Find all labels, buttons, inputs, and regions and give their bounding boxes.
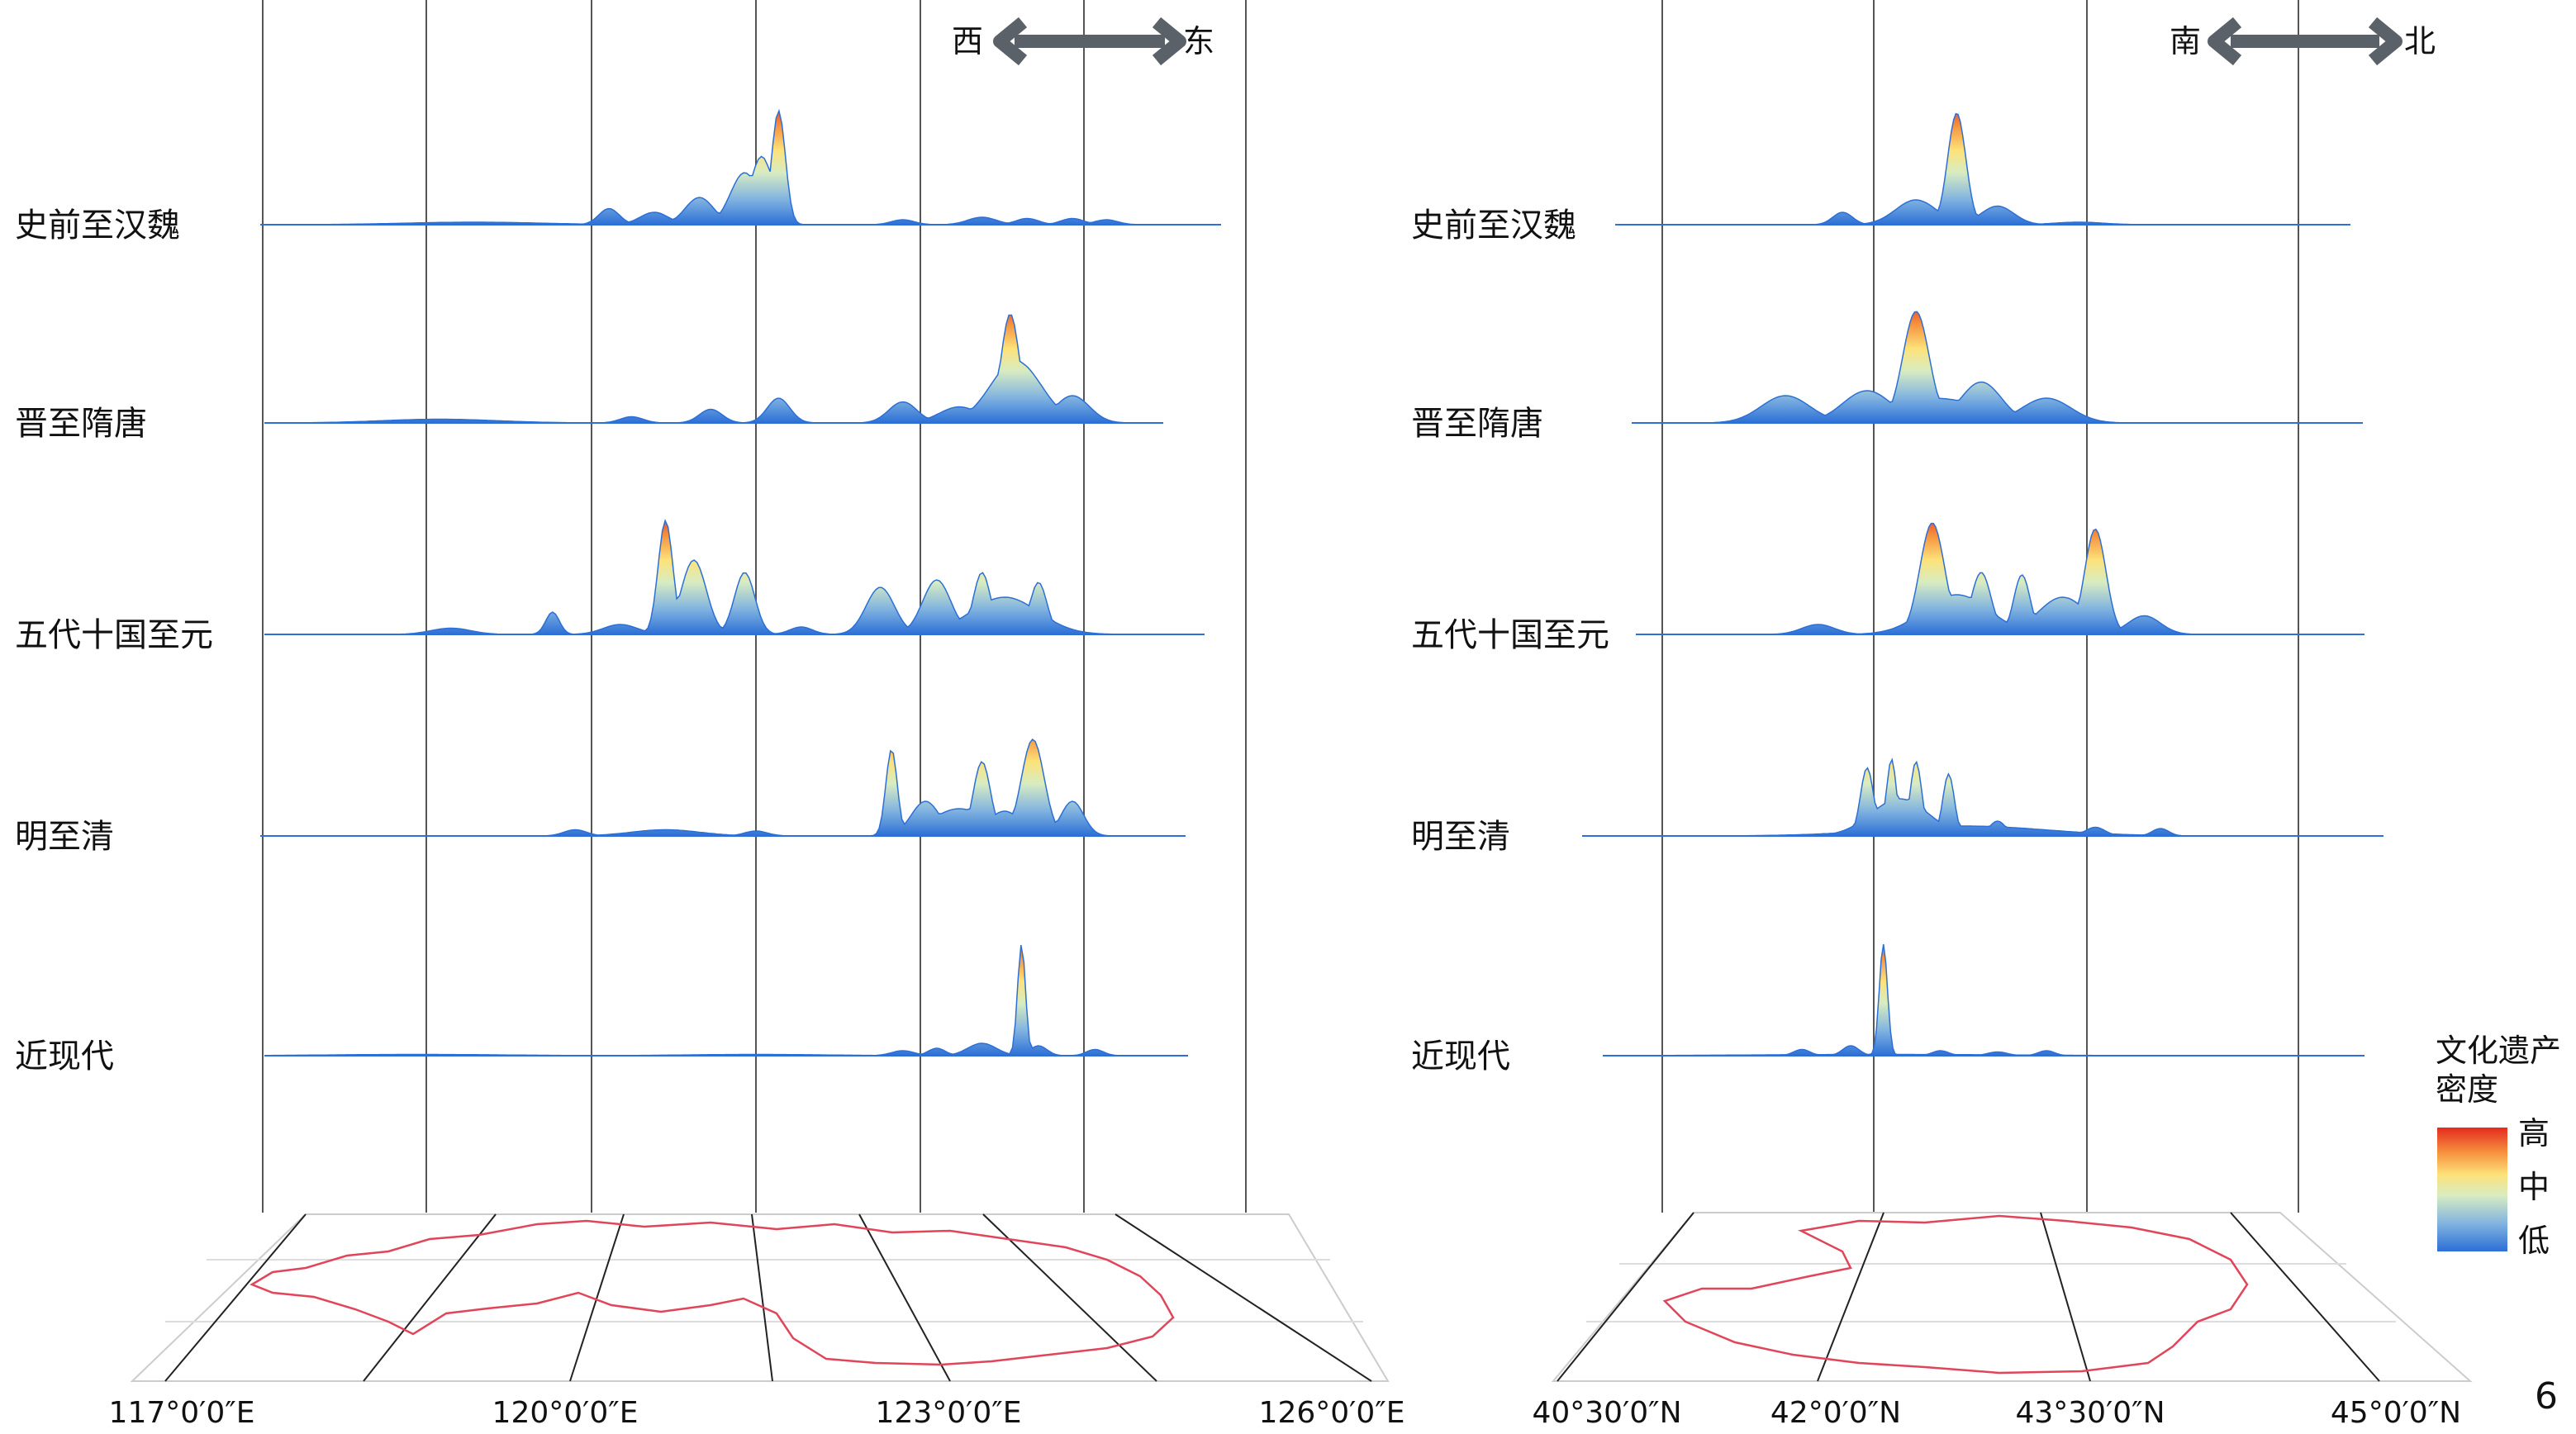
density-area bbox=[1640, 311, 2355, 424]
ridge-series: 近现代 bbox=[1411, 943, 2365, 1076]
direction-south-label: 南 bbox=[2170, 23, 2201, 59]
axis-tick-label: 42°0′0″N bbox=[1770, 1396, 1901, 1430]
ridge-series: 史前至汉魏 bbox=[1411, 112, 2350, 245]
latitude-axis: 40°30′0″N 42°0′0″N 43°30′0″N 45°0′0″N bbox=[1532, 1396, 2461, 1430]
direction-east-label: 东 bbox=[1183, 23, 1214, 59]
north-south-basemap bbox=[1551, 1212, 2473, 1382]
density-area bbox=[1590, 757, 2375, 837]
density-area bbox=[1610, 943, 2356, 1057]
period-label: 五代十国至元 bbox=[15, 616, 213, 654]
period-label: 史前至汉魏 bbox=[15, 207, 180, 245]
period-label: 晋至隋唐 bbox=[15, 405, 147, 443]
south-north-arrow-icon bbox=[2208, 17, 2403, 66]
period-label: 明至清 bbox=[1411, 818, 1510, 856]
legend-color-ramp bbox=[2437, 1128, 2507, 1251]
ridge-series: 五代十国至元 bbox=[15, 518, 1205, 654]
axis-tick-label: 40°30′0″N bbox=[1532, 1396, 1681, 1430]
axis-tick-label: 123°0′0″E bbox=[876, 1396, 1022, 1430]
east-west-basemap bbox=[130, 1213, 1390, 1382]
legend-high-label: 高 bbox=[2518, 1115, 2550, 1151]
direction-north-label: 北 bbox=[2404, 23, 2436, 59]
period-label: 近现代 bbox=[1411, 1038, 1510, 1076]
density-legend: 文化遗产 密度 高 中 低 bbox=[2436, 1033, 2561, 1259]
direction-west-label: 西 bbox=[952, 23, 983, 59]
density-area bbox=[269, 108, 1213, 226]
density-area bbox=[272, 944, 1180, 1057]
figure-number: 6 bbox=[2535, 1375, 2558, 1417]
ridge-series: 晋至隋唐 bbox=[1411, 311, 2363, 443]
ridge-series: 近现代 bbox=[15, 944, 1188, 1076]
west-east-arrow-icon bbox=[993, 17, 1186, 66]
density-area bbox=[269, 738, 1177, 837]
ridge-series: 史前至汉魏 bbox=[15, 108, 1221, 245]
axis-tick-label: 126°0′0″E bbox=[1259, 1396, 1405, 1430]
period-label: 史前至汉魏 bbox=[1411, 207, 1576, 245]
ridge-series: 五代十国至元 bbox=[1411, 522, 2365, 654]
legend-title-line1: 文化遗产 bbox=[2436, 1033, 2561, 1069]
longitude-axis: 117°0′0″E 120°0′0″E 123°0′0″E 126°0′0″E bbox=[109, 1396, 1405, 1430]
legend-mid-label: 中 bbox=[2518, 1169, 2550, 1205]
period-label: 明至清 bbox=[15, 818, 114, 856]
density-area bbox=[273, 518, 1196, 635]
legend-low-label: 低 bbox=[2518, 1223, 2550, 1259]
ridge-series: 明至清 bbox=[15, 738, 1186, 856]
axis-tick-label: 45°0′0″N bbox=[2331, 1396, 2461, 1430]
axis-tick-label: 43°30′0″N bbox=[2015, 1396, 2165, 1430]
period-label: 晋至隋唐 bbox=[1411, 405, 1543, 443]
period-label: 近现代 bbox=[15, 1038, 114, 1076]
density-area bbox=[272, 314, 1155, 424]
density-area bbox=[1644, 522, 2356, 635]
ridge-series: 明至清 bbox=[1411, 757, 2384, 856]
legend-title-line2: 密度 bbox=[2436, 1071, 2498, 1108]
ridge-series: 晋至隋唐 bbox=[15, 314, 1163, 443]
period-label: 五代十国至元 bbox=[1411, 616, 1609, 654]
axis-tick-label: 120°0′0″E bbox=[492, 1396, 639, 1430]
axis-tick-label: 117°0′0″E bbox=[109, 1396, 255, 1430]
density-area bbox=[1623, 112, 2342, 226]
